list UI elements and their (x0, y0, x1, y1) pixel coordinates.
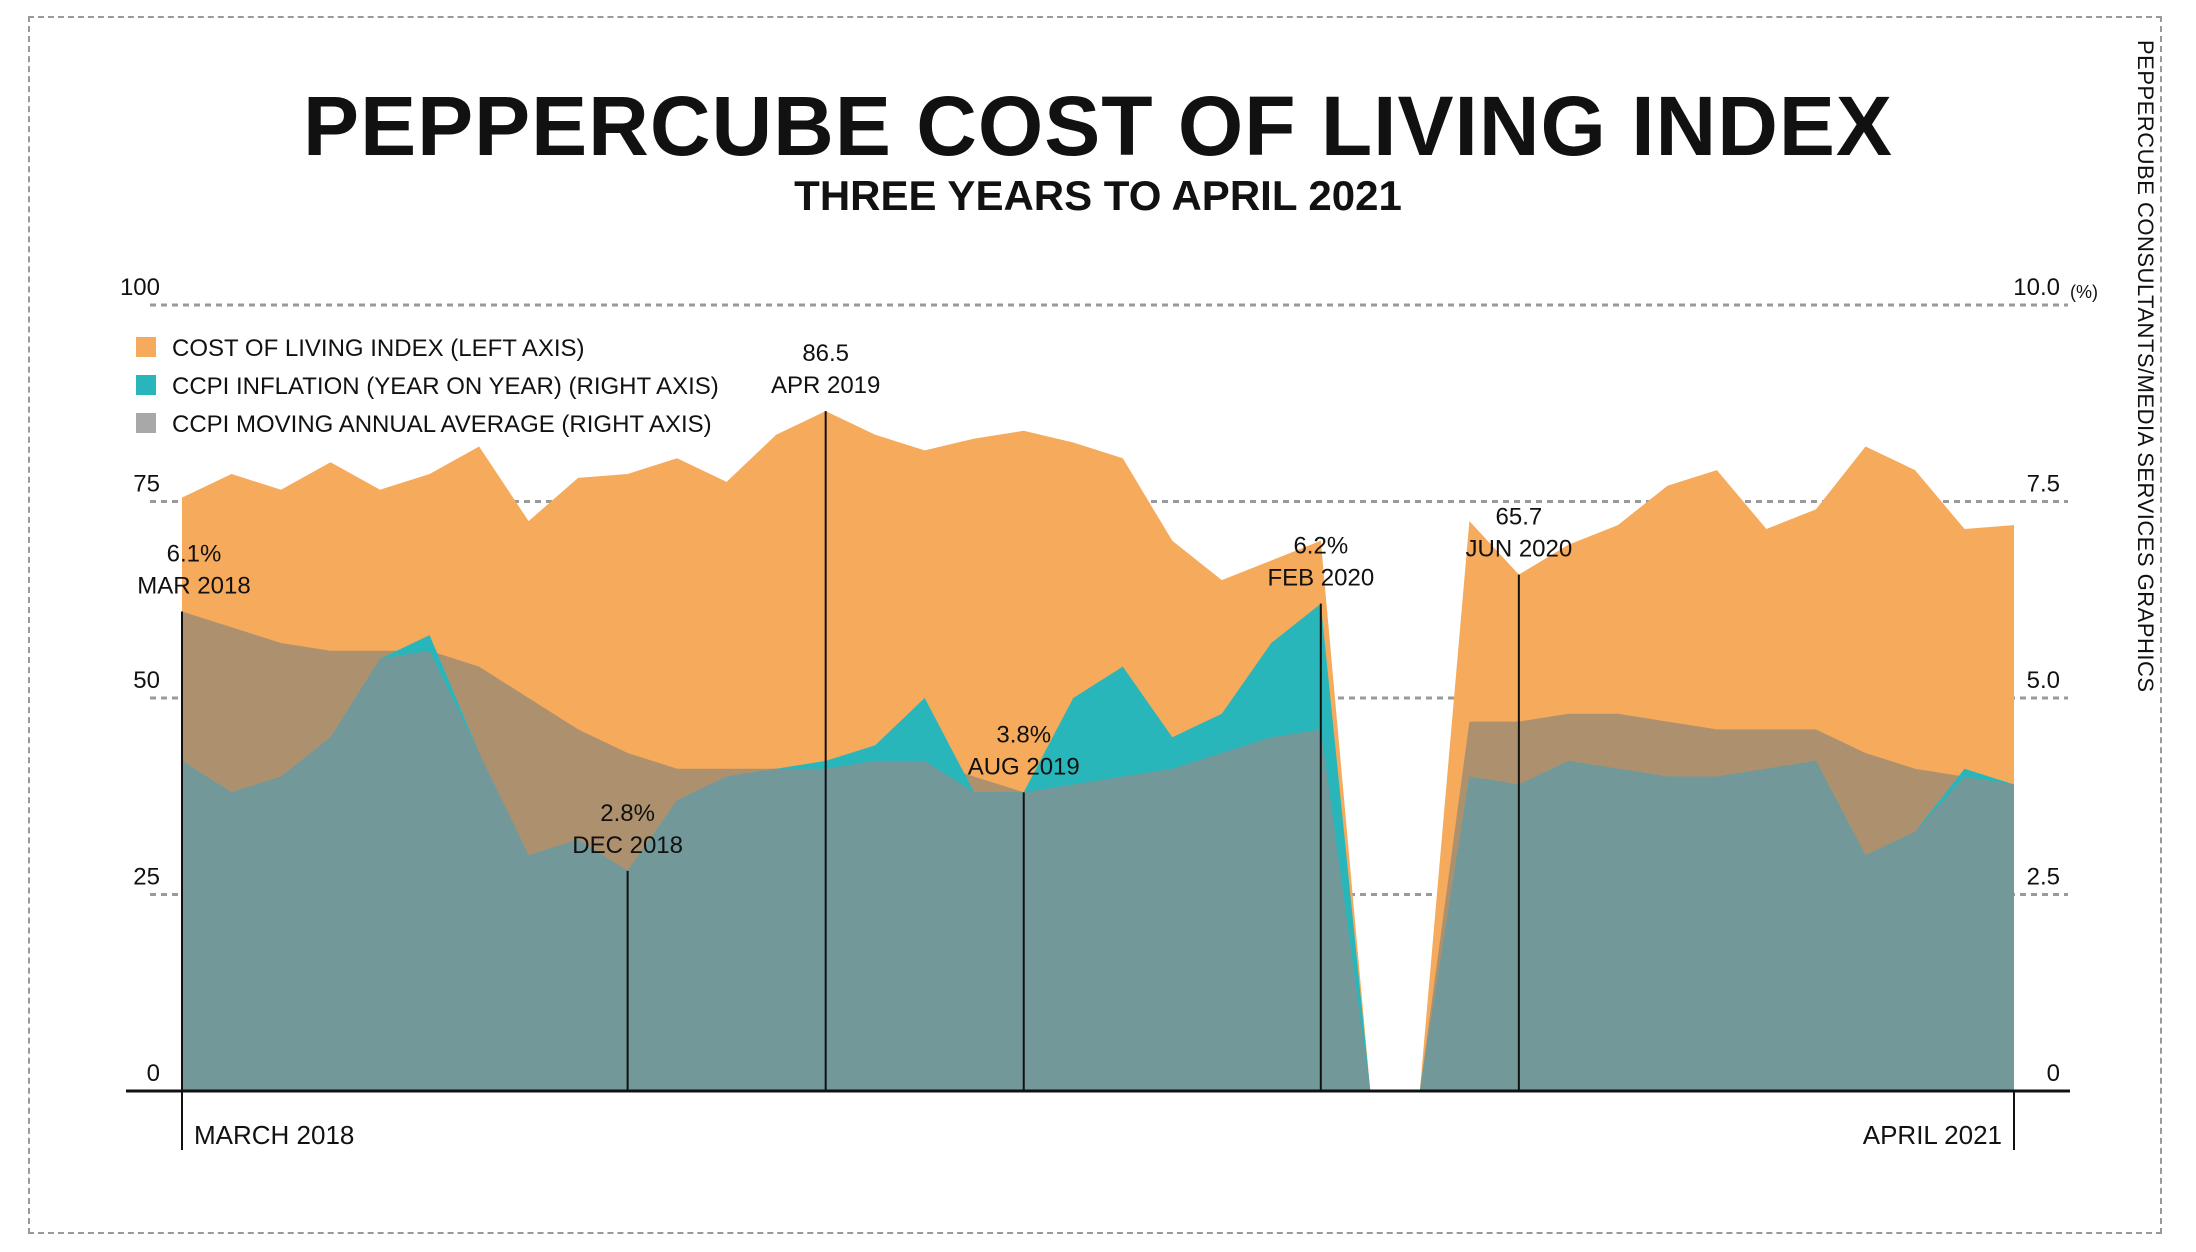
annotation-value: 3.8% (996, 721, 1051, 748)
chart-frame (28, 16, 2162, 1234)
x-start-label: MARCH 2018 (194, 1120, 354, 1150)
right-tick-label: 10.0 (2013, 274, 2060, 301)
annotation-date: MAR 2018 (137, 573, 250, 600)
annotation-date: FEB 2020 (1267, 565, 1374, 592)
right-tick-label: 7.5 (2027, 471, 2060, 498)
legend-swatch (136, 375, 156, 395)
left-tick-label: 0 (147, 1060, 160, 1087)
legend-label: CCPI MOVING ANNUAL AVERAGE (RIGHT AXIS) (172, 411, 712, 438)
legend-swatch (136, 337, 156, 357)
annotation-value: 2.8% (600, 800, 655, 827)
right-tick-label: 5.0 (2027, 667, 2060, 694)
area-inflation-average-overlap-segment-2 (1419, 760, 2014, 1091)
legend-label: COST OF LIVING INDEX (LEFT AXIS) (172, 335, 585, 362)
right-tick-label: 0 (2047, 1060, 2060, 1087)
annotation-value: 6.1% (167, 541, 222, 568)
chart-subtitle: THREE YEARS TO APRIL 2021 (794, 172, 1402, 219)
annotation-value: 6.2% (1293, 533, 1348, 560)
chart-title: PEPPERCUBE COST OF LIVING INDEX (303, 79, 1893, 173)
left-tick-label: 75 (133, 471, 160, 498)
right-axis-unit: (%) (2070, 282, 2098, 302)
annotation-date: JUN 2020 (1465, 536, 1572, 563)
annotation-date: DEC 2018 (572, 832, 683, 859)
annotation-value: 65.7 (1496, 504, 1543, 531)
legend-label: CCPI INFLATION (YEAR ON YEAR) (RIGHT AXI… (172, 373, 719, 400)
x-end-label: APRIL 2021 (1863, 1120, 2002, 1150)
right-tick-label: 2.5 (2027, 864, 2060, 891)
left-tick-label: 100 (120, 274, 160, 301)
annotation-date: AUG 2019 (968, 753, 1080, 780)
legend-swatch (136, 413, 156, 433)
annotation-date: APR 2019 (771, 372, 880, 399)
left-tick-label: 50 (133, 667, 160, 694)
area-inflation-average-overlap-segment-1 (182, 650, 1371, 1091)
left-tick-label: 25 (133, 864, 160, 891)
annotation-value: 86.5 (802, 340, 849, 367)
